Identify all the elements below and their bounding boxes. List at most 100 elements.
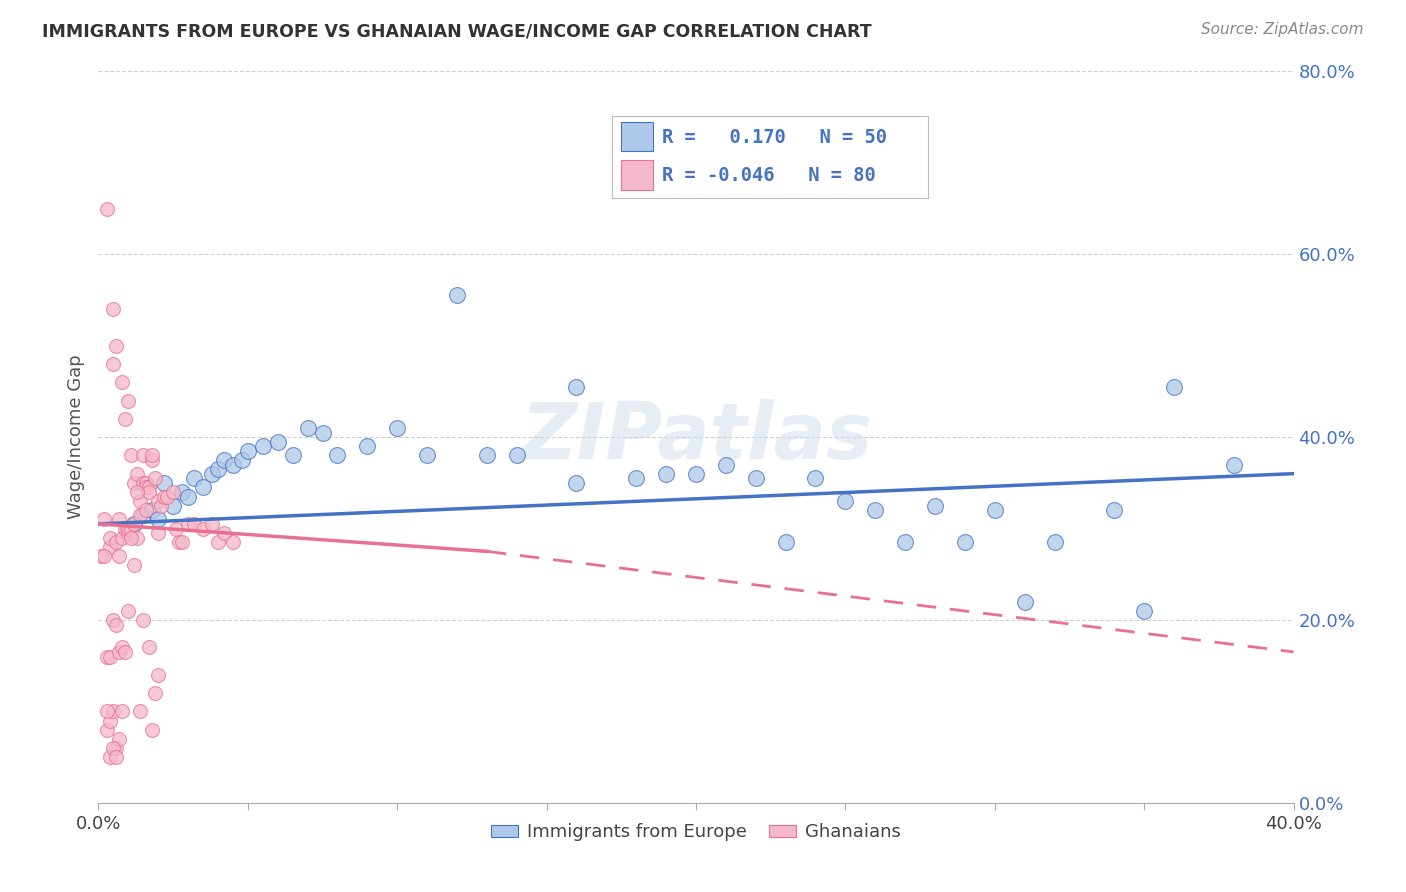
Point [124, 558, 146, 573]
Point [135, 480, 157, 494]
Point [108, 645, 131, 659]
Point [103, 357, 125, 371]
Point [132, 613, 155, 627]
Point [222, 458, 245, 472]
Point [775, 535, 797, 549]
Point [111, 375, 134, 389]
Point [129, 494, 152, 508]
Point [177, 490, 200, 504]
Point [103, 740, 125, 755]
Point [153, 490, 176, 504]
Point [117, 393, 139, 408]
Point [124, 516, 146, 531]
Y-axis label: Wage/Income Gap: Wage/Income Gap [66, 355, 84, 519]
Text: ZIPatlas: ZIPatlas [520, 399, 872, 475]
Point [120, 448, 142, 462]
Point [105, 338, 128, 352]
Point [117, 526, 139, 541]
Point [114, 521, 136, 535]
Point [148, 512, 170, 526]
Point [183, 516, 205, 531]
Point [222, 535, 245, 549]
Point [1043, 535, 1066, 549]
Point [105, 740, 128, 755]
Point [207, 535, 229, 549]
Point [103, 613, 125, 627]
Point [117, 521, 139, 535]
Point [685, 467, 707, 481]
Point [1014, 594, 1036, 608]
Point [150, 499, 173, 513]
Bar [621, 161, 652, 190]
Point [105, 535, 128, 549]
Point [132, 448, 155, 462]
Point [267, 434, 290, 449]
Point [953, 535, 976, 549]
Point [252, 439, 274, 453]
Point [117, 521, 139, 535]
Point [655, 467, 678, 481]
Point [96, 723, 118, 737]
Point [114, 645, 136, 659]
Point [96, 705, 118, 719]
Point [148, 526, 170, 541]
Point [141, 453, 163, 467]
Point [96, 202, 118, 216]
Point [132, 475, 155, 490]
Point [565, 380, 588, 394]
Point [212, 526, 235, 541]
Point [153, 475, 176, 490]
Point [105, 617, 128, 632]
Point [894, 535, 917, 549]
Point [804, 471, 827, 485]
Point [148, 667, 170, 681]
Point [90, 549, 112, 563]
Point [148, 494, 170, 508]
Point [191, 480, 214, 494]
Point [108, 549, 131, 563]
Point [326, 448, 349, 462]
Point [127, 531, 149, 545]
Point [162, 499, 184, 513]
Point [162, 485, 184, 500]
Point [105, 750, 128, 764]
Point [138, 640, 160, 655]
Point [984, 503, 1007, 517]
Bar [621, 121, 652, 152]
Point [129, 508, 152, 522]
Point [111, 531, 134, 545]
Point [1163, 380, 1185, 394]
Point [98, 540, 122, 554]
Point [124, 475, 146, 490]
Point [143, 471, 166, 485]
Point [356, 439, 378, 453]
Point [1104, 503, 1126, 517]
Point [135, 503, 157, 517]
Point [565, 475, 588, 490]
Point [132, 508, 155, 522]
Point [626, 471, 648, 485]
Point [141, 503, 163, 517]
Point [114, 412, 136, 426]
Point [167, 535, 190, 549]
Point [834, 494, 856, 508]
Point [143, 686, 166, 700]
Legend: Immigrants from Europe, Ghanaians: Immigrants from Europe, Ghanaians [484, 816, 908, 848]
Text: IMMIGRANTS FROM EUROPE VS GHANAIAN WAGE/INCOME GAP CORRELATION CHART: IMMIGRANTS FROM EUROPE VS GHANAIAN WAGE/… [42, 22, 872, 40]
Point [93, 549, 115, 563]
Point [141, 448, 163, 462]
Point [201, 516, 224, 531]
Point [127, 485, 149, 500]
Text: R = -0.046   N = 80: R = -0.046 N = 80 [662, 166, 876, 185]
Point [156, 490, 179, 504]
Point [1133, 604, 1156, 618]
Text: Source: ZipAtlas.com: Source: ZipAtlas.com [1201, 22, 1364, 37]
Point [191, 521, 214, 535]
Point [138, 480, 160, 494]
Point [165, 521, 187, 535]
Point [177, 516, 200, 531]
Point [111, 705, 134, 719]
Point [1223, 458, 1246, 472]
Point [93, 512, 115, 526]
Point [446, 288, 468, 302]
